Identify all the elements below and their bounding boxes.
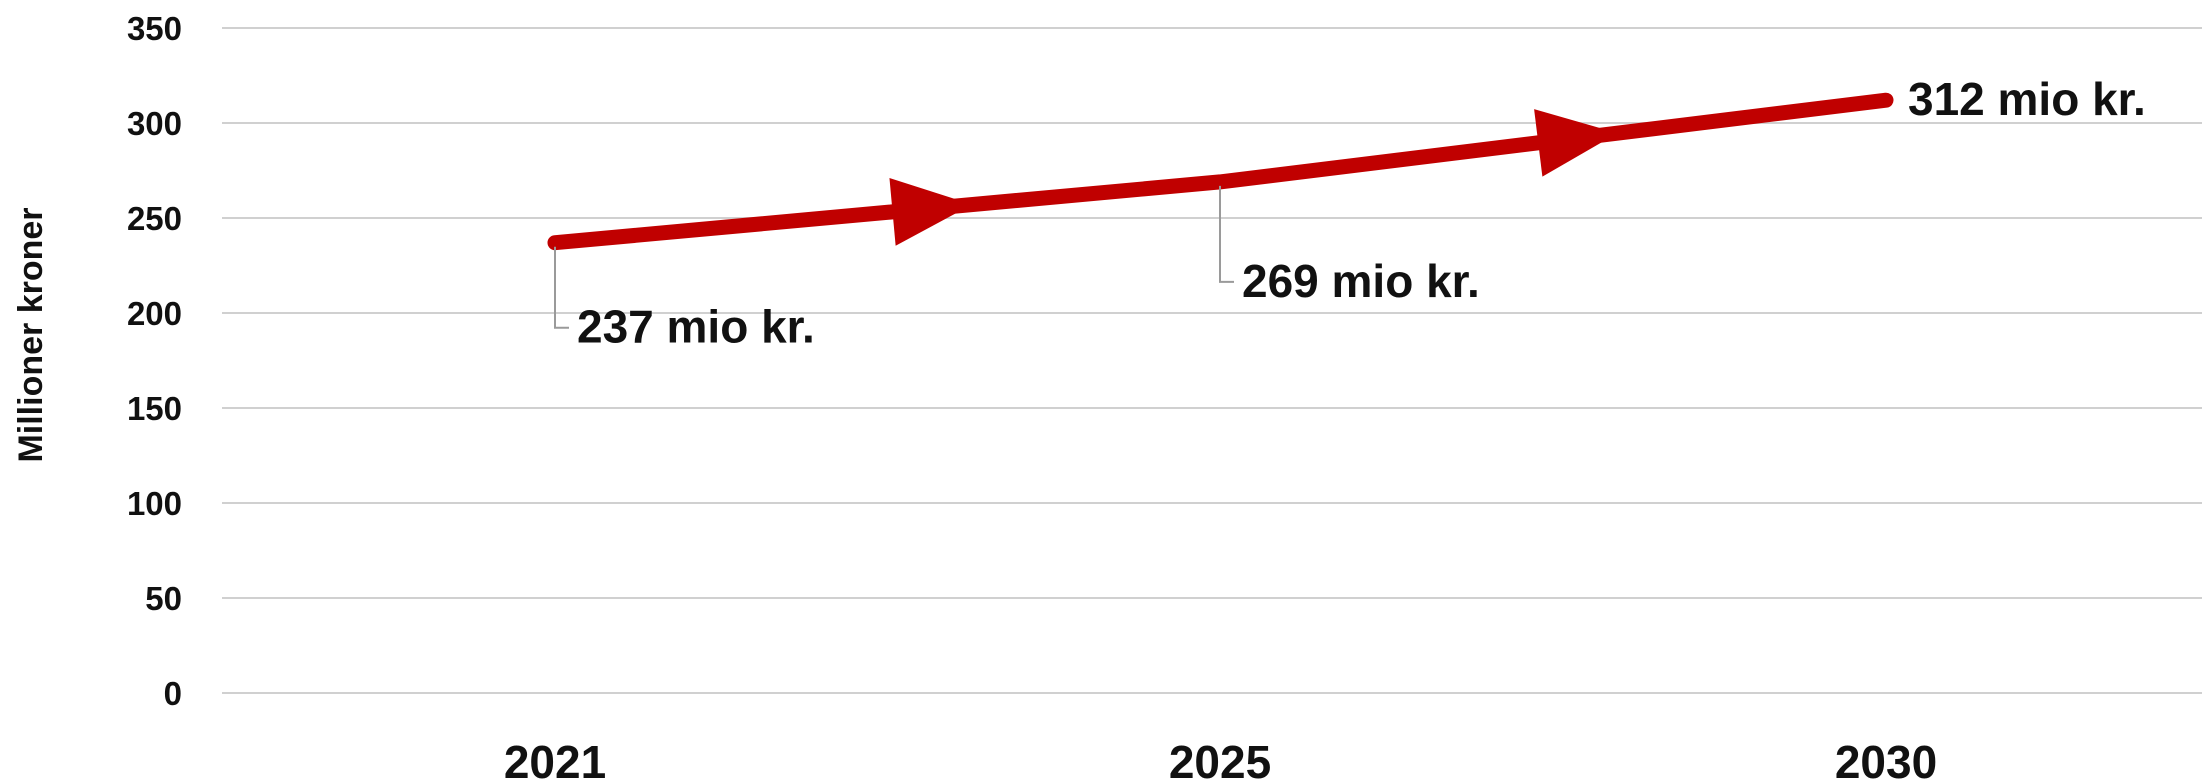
y-tick-label: 50 xyxy=(145,580,182,617)
y-axis-ticks: 0 50 100 150 200 250 300 350 xyxy=(127,10,182,712)
arrowhead-marker xyxy=(1534,109,1618,177)
data-label: 269 mio kr. xyxy=(1242,255,1480,307)
y-tick-label: 250 xyxy=(127,200,182,237)
x-tick-label: 2030 xyxy=(1835,736,1937,782)
y-tick-label: 150 xyxy=(127,390,182,427)
y-tick-label: 100 xyxy=(127,485,182,522)
data-point xyxy=(1879,93,1893,108)
x-tick-label: 2025 xyxy=(1169,736,1271,782)
y-axis-title: Millioner kroner xyxy=(12,207,50,462)
data-label: 312 mio kr. xyxy=(1908,73,2146,125)
x-axis-ticks: 2021 2025 2030 xyxy=(504,736,1937,782)
x-tick-label: 2021 xyxy=(504,736,606,782)
y-tick-label: 0 xyxy=(164,675,182,712)
data-label: 237 mio kr. xyxy=(577,301,815,353)
y-tick-label: 300 xyxy=(127,105,182,142)
y-tick-label: 350 xyxy=(127,10,182,47)
data-point xyxy=(548,235,562,250)
y-tick-label: 200 xyxy=(127,295,182,332)
arrowhead-marker xyxy=(889,177,973,246)
data-series xyxy=(547,92,1894,251)
gridlines xyxy=(222,27,2202,694)
data-point xyxy=(1213,174,1227,189)
leader-line xyxy=(554,246,569,329)
leader-line xyxy=(1219,185,1234,283)
data-labels: 237 mio kr. 269 mio kr. 312 mio kr. xyxy=(554,73,2146,353)
